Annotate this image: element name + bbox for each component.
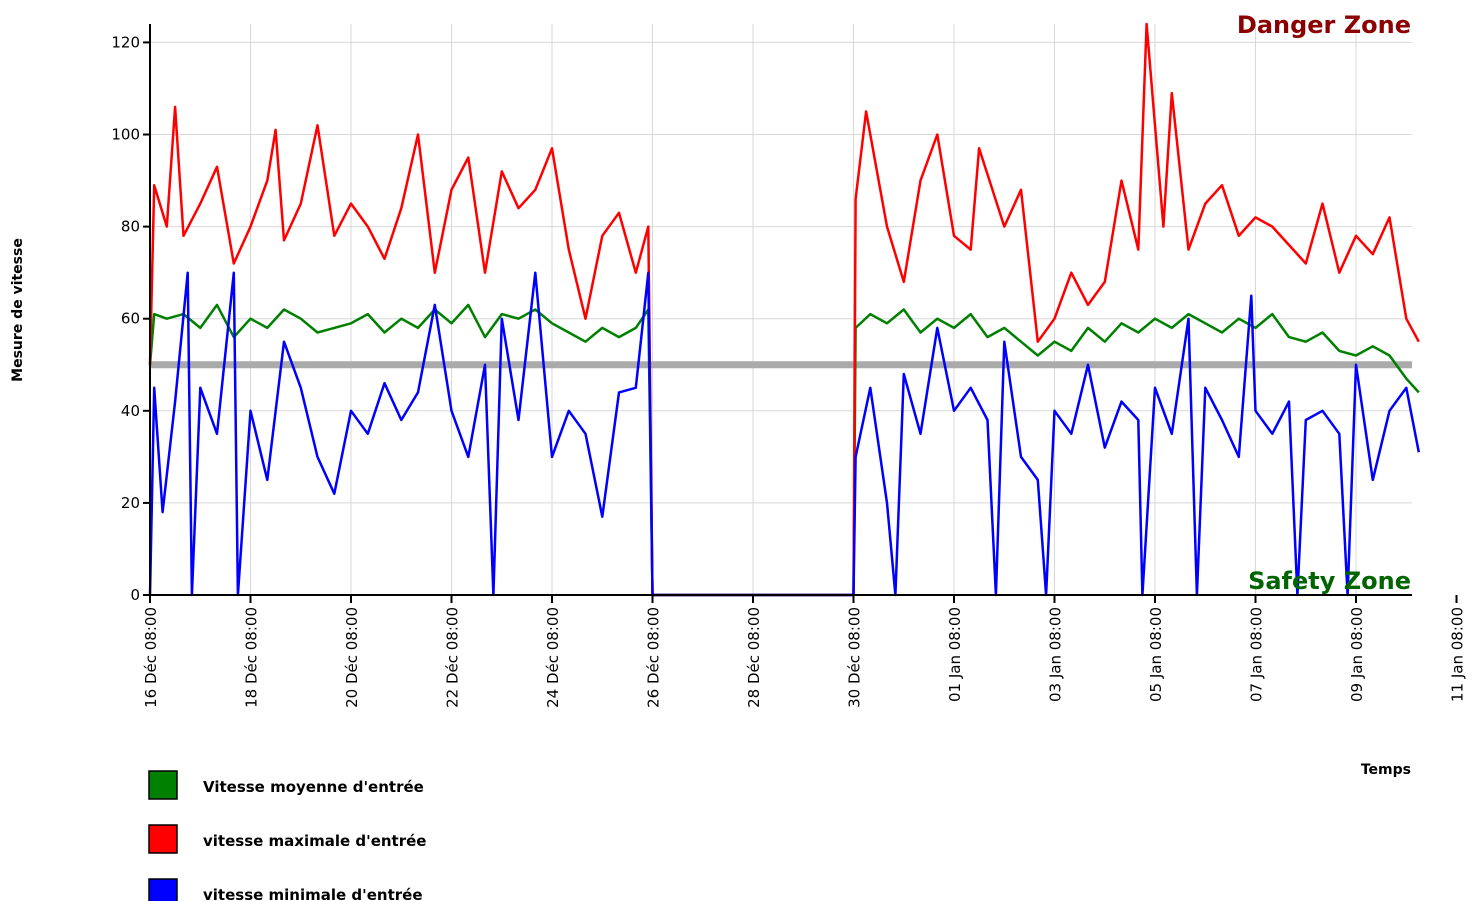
x-tick-label: 26 Déc 08:00 — [645, 607, 663, 708]
axes — [149, 24, 1412, 596]
series-lines — [148, 22, 1421, 597]
series-line-3 — [148, 271, 1421, 597]
y-ticks: 0 20 40 60 80 100 120 — [111, 33, 150, 604]
x-tick-label: 07 Jan 08:00 — [1248, 607, 1266, 702]
y-tick-label: 120 — [111, 33, 140, 51]
legend-label: vitesse minimale d'entrée — [203, 886, 423, 901]
x-tick-label: 09 Jan 08:00 — [1348, 607, 1366, 702]
series-line-1 — [148, 303, 1420, 597]
legend-label: vitesse maximale d'entrée — [203, 832, 426, 850]
y-tick-label: 80 — [121, 218, 140, 236]
legend-swatch — [148, 878, 178, 901]
y-tick-label: 20 — [121, 494, 140, 512]
y-tick-label: 40 — [121, 402, 140, 420]
x-tick-label: 24 Déc 08:00 — [544, 607, 562, 708]
x-ticks: 16 Déc 08:00 18 Déc 08:00 20 Déc 08:00 22 D… — [142, 595, 1467, 708]
legend-swatch — [148, 770, 178, 800]
x-tick-label: 22 Déc 08:00 — [444, 607, 462, 708]
legend: Vitesse moyenne d'entrée vitesse maximale… — [148, 770, 426, 901]
x-tick-label: 16 Déc 08:00 — [142, 607, 160, 708]
x-tick-label: 05 Jan 08:00 — [1147, 607, 1165, 702]
y-tick-label: 60 — [121, 310, 140, 328]
grid — [150, 24, 1412, 595]
legend-swatch — [148, 824, 178, 854]
x-tick-label: 11 Jan 08:00 — [1449, 607, 1467, 702]
safety-zone-label: Safety Zone — [1248, 567, 1411, 595]
x-tick-label: 18 Déc 08:00 — [243, 607, 261, 708]
x-axis-title: Temps — [1361, 762, 1411, 778]
danger-zone-label: Danger Zone — [1237, 11, 1411, 39]
series-line-2 — [148, 22, 1420, 597]
x-tick-label: 28 Déc 08:00 — [745, 607, 763, 708]
x-tick-label: 30 Déc 08:00 — [846, 607, 864, 708]
x-tick-label: 01 Jan 08:00 — [946, 607, 964, 702]
y-tick-label: 100 — [111, 126, 140, 144]
y-axis-title: Mesure de vitesse — [10, 238, 26, 382]
x-tick-label: 03 Jan 08:00 — [1047, 607, 1065, 702]
y-tick-label: 0 — [130, 586, 140, 604]
legend-label: Vitesse moyenne d'entrée — [203, 778, 424, 796]
x-tick-label: 20 Déc 08:00 — [343, 607, 361, 708]
reference-line-50 — [150, 361, 1412, 369]
